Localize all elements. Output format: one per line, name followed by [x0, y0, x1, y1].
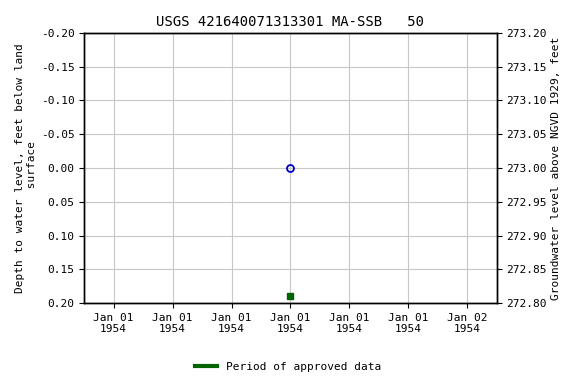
Y-axis label: Groundwater level above NGVD 1929, feet: Groundwater level above NGVD 1929, feet — [551, 36, 561, 300]
Y-axis label: Depth to water level, feet below land
 surface: Depth to water level, feet below land su… — [15, 43, 37, 293]
Legend: Period of approved data: Period of approved data — [191, 358, 385, 377]
Title: USGS 421640071313301 MA-SSB   50: USGS 421640071313301 MA-SSB 50 — [157, 15, 425, 29]
